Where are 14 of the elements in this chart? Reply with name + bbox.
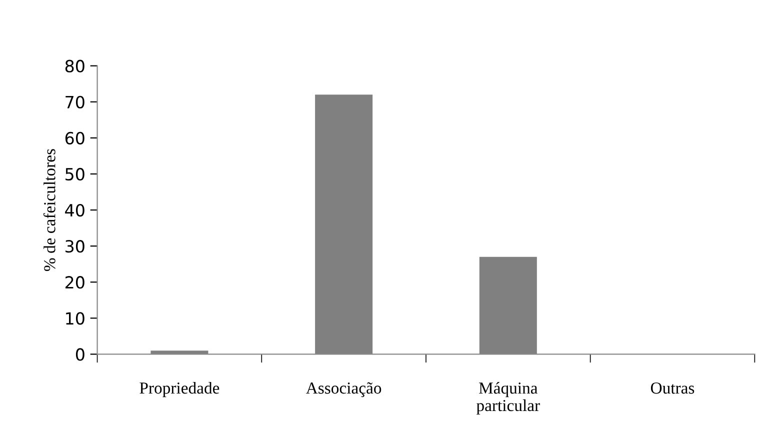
y-tick-label: 80 <box>65 60 84 72</box>
y-tick-label: 0 <box>76 348 84 361</box>
x-tick-label: Outras <box>650 382 694 394</box>
x-tick-label: Máquina particular <box>476 382 540 415</box>
y-tick-label: 50 <box>66 168 84 181</box>
x-tick-label: Propriedade <box>140 382 220 398</box>
y-axis-title: % de cafeicultores <box>43 149 56 271</box>
y-tick-label: 60 <box>65 132 84 144</box>
y-tick-label: 20 <box>65 276 84 289</box>
y-tick-label: 30 <box>66 240 84 253</box>
y-tick-label: 70 <box>66 96 84 108</box>
y-tick-label: 40 <box>65 204 84 217</box>
y-tick-label: 10 <box>66 312 84 325</box>
x-tick-label: Associação <box>306 382 382 398</box>
